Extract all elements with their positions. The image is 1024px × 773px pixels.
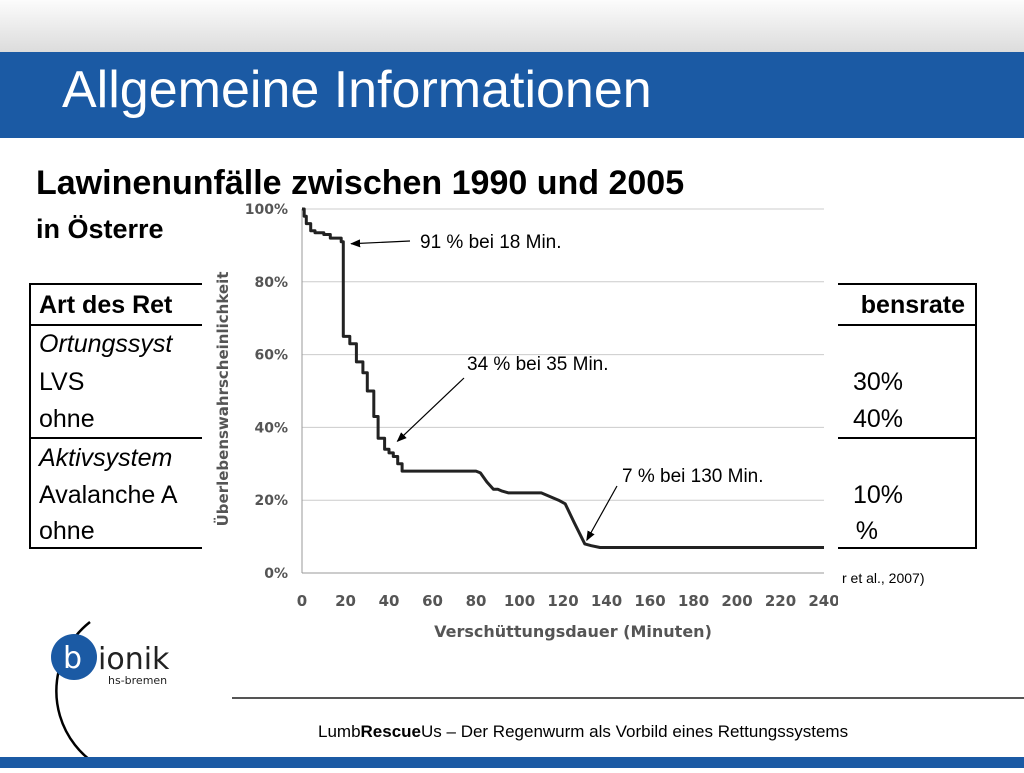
title-bar (0, 52, 1024, 138)
footer-pre: Lumb (318, 722, 361, 741)
x-tick-label: 160 (634, 592, 665, 610)
footer-post: Us – Der Regenwurm als Vorbild eines Ret… (421, 722, 849, 741)
slide-title: Allgemeine Informationen (62, 61, 652, 119)
y-tick-label: 40% (254, 420, 288, 436)
table-row-value: 40% (852, 405, 903, 433)
y-tick-label: 0% (264, 566, 288, 582)
survival-chart: 0% 20% 40% 60% 80% 100% 0 20 40 60 80 100 120 140 160 1… (202, 196, 838, 650)
table-row-label: Ortungssyst (39, 330, 173, 358)
x-tick-label: 20 (335, 592, 356, 610)
heading-line-2: in Österre (36, 214, 164, 244)
table-row-label: ohne (39, 517, 95, 545)
y-tick-label: 80% (254, 275, 288, 291)
table-header-right: bensrate (860, 291, 965, 319)
y-tick-label: 60% (254, 348, 288, 364)
annotation-arrow (586, 485, 618, 542)
x-tick-label: 0 (297, 592, 307, 610)
footer-line (232, 697, 1024, 699)
y-axis-label: Überlebenswahrscheinlichkeit (213, 272, 232, 527)
table-row-value: % (855, 517, 878, 545)
annotation-arrow (396, 377, 465, 443)
x-axis-label: Verschüttungsdauer (Minuten) (434, 622, 712, 641)
annotation-label: 34 % bei 35 Min. (467, 354, 609, 375)
logo-letter: b (63, 641, 82, 676)
bionik-logo-graphic: b ionik hs-bremen (51, 621, 199, 773)
annotation-label: 7 % bei 130 Min. (622, 466, 764, 487)
y-tick-label: 20% (254, 493, 288, 509)
heading-line-1: Lawinenunfälle zwischen 1990 und 2005 (36, 164, 685, 202)
x-tick-label: 200 (721, 592, 752, 610)
x-tick-label: 80 (466, 592, 487, 610)
y-tick-label: 100% (245, 202, 288, 218)
x-tick-label: 240 (808, 592, 838, 610)
table-row-label: ohne (39, 405, 95, 433)
table-row-value: 10% (852, 481, 903, 509)
footer-text: LumbRescueUs – Der Regenwurm als Vorbild… (318, 722, 848, 742)
table-row-label: Avalanche A (39, 481, 178, 509)
logo-subtext: hs-bremen (108, 674, 167, 687)
table-header-left: Art des Ret (39, 291, 173, 319)
x-tick-label: 140 (591, 592, 622, 610)
bottom-bar (0, 757, 1024, 768)
logo-text: ionik (98, 642, 170, 677)
x-tick-label: 120 (547, 592, 578, 610)
footer-bold: Rescue (360, 722, 422, 741)
bionik-logo: b ionik hs-bremen (30, 612, 210, 773)
x-tick-label: 220 (765, 592, 796, 610)
table-row-value: 30% (852, 368, 903, 396)
source-citation: r et al., 2007) (842, 570, 925, 586)
logo-circle (51, 634, 97, 680)
table-row-label: Aktivsystem (39, 444, 173, 472)
x-tick-label: 100 (504, 592, 535, 610)
table-row-label: LVS (39, 368, 85, 396)
x-tick-label: 40 (379, 592, 400, 610)
x-tick-label: 60 (422, 592, 443, 610)
x-tick-label: 180 (678, 592, 709, 610)
survival-chart-svg: 0% 20% 40% 60% 80% 100% 0 20 40 60 80 100 120 140 160 1… (213, 202, 838, 641)
annotation-label: 91 % bei 18 Min. (420, 232, 562, 253)
top-gradient-band (0, 0, 1024, 52)
annotation-arrow (350, 239, 411, 248)
survival-curve (302, 207, 824, 549)
